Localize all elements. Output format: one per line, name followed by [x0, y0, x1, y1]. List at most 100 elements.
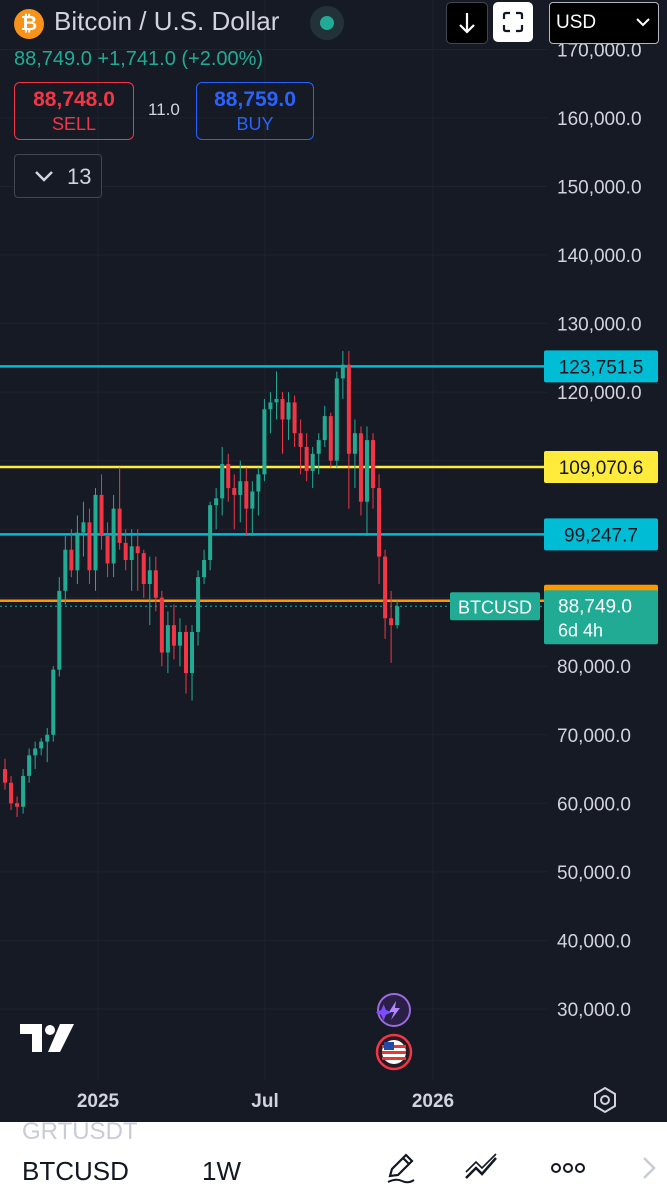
symbol-tag: BTCUSD: [458, 597, 532, 617]
candle-body: [153, 570, 158, 598]
candle-body: [371, 440, 376, 489]
candle-body: [358, 433, 363, 502]
candle-body: [63, 549, 68, 591]
candle-body: [292, 402, 297, 434]
x-tick-label: 2025: [77, 1091, 120, 1112]
y-tick-label: 120,000.0: [557, 383, 642, 404]
sell-label: SELL: [51, 114, 97, 134]
candle-body: [9, 782, 14, 804]
y-tick-label: 70,000.0: [557, 726, 631, 747]
candle-body: [165, 625, 170, 653]
y-tick-label: 160,000.0: [557, 109, 642, 130]
us-flag-icon[interactable]: [375, 1033, 413, 1071]
level-label: 109,070.6: [559, 458, 644, 479]
candle-body: [21, 775, 26, 807]
candle-body: [33, 748, 38, 756]
buy-button[interactable]: 88,759.0 BUY: [196, 82, 314, 140]
y-tick-label: 170,000.0: [557, 40, 642, 61]
candle-body: [389, 618, 394, 626]
candle-body: [322, 416, 327, 441]
x-tick-label: Jul: [251, 1091, 278, 1112]
market-status-icon[interactable]: [310, 6, 344, 40]
chevron-right-icon[interactable]: [640, 1150, 660, 1186]
candle-body: [298, 433, 303, 447]
pencil-icon[interactable]: [382, 1150, 418, 1186]
level-label-bg: [544, 518, 658, 551]
candle-body: [171, 625, 176, 646]
candle-body: [196, 577, 201, 632]
candle-body: [147, 570, 152, 585]
candle-body: [383, 556, 388, 619]
candle-body: [15, 803, 20, 807]
candle-body: [346, 364, 351, 454]
buy-price: 88,759.0: [214, 88, 296, 111]
more-dots-icon[interactable]: [548, 1150, 588, 1186]
candle-body: [135, 546, 140, 554]
candle-body: [304, 446, 309, 471]
candle-body: [183, 631, 188, 674]
bottom-toolbar: GRTUSDT BTCUSD 1W: [0, 1118, 667, 1200]
fullscreen-icon: [502, 11, 524, 33]
candle-body: [129, 546, 134, 561]
y-tick-label: 130,000.0: [557, 315, 642, 336]
indicators-count: 13: [67, 164, 92, 189]
timeframe-button[interactable]: 1W: [202, 1156, 241, 1186]
bitcoin-logo-icon: ₿: [14, 9, 44, 39]
candle-body: [238, 481, 243, 495]
sparkle-lightning-icon[interactable]: [375, 993, 411, 1027]
candle-body: [57, 590, 62, 670]
trend-line-icon[interactable]: [462, 1150, 502, 1186]
gear-icon[interactable]: [594, 1086, 616, 1114]
candle-body: [395, 606, 400, 626]
candles: [3, 351, 400, 818]
level-label-bg: [544, 350, 658, 383]
candle-body: [364, 440, 369, 502]
candle-body: [340, 364, 345, 379]
candle-body: [250, 491, 255, 509]
fullscreen-button[interactable]: [493, 2, 533, 42]
candle-body: [51, 669, 56, 735]
y-tick-label: 60,000.0: [557, 794, 631, 815]
candle-body: [141, 553, 146, 585]
currency-select[interactable]: USD: [549, 2, 659, 44]
price-chart[interactable]: 170,000.0 160,000.0 150,000.0 140,000.0 130,…: [0, 0, 667, 1122]
y-tick-label: 30,000.0: [557, 1000, 631, 1021]
price-labels: 123,751.5109,070.699,247.789,557.9BTCUSD…: [450, 350, 658, 645]
candle-body: [286, 402, 291, 420]
chevron-down-icon: [636, 18, 650, 27]
candle-body: [208, 505, 213, 561]
candle-body: [99, 494, 104, 537]
sell-price: 88,748.0: [33, 88, 115, 111]
candle-body: [105, 536, 110, 564]
current-price-label: 88,749.0: [558, 596, 632, 617]
indicators-toggle[interactable]: 13: [14, 154, 102, 198]
candle-body: [244, 481, 249, 509]
candle-body: [334, 378, 339, 461]
candle-body: [214, 498, 219, 506]
bar-countdown: 6d 4h: [558, 620, 603, 640]
sell-button[interactable]: 88,748.0 SELL: [14, 82, 134, 140]
arrow-down-icon: [459, 13, 475, 34]
candle-body: [81, 522, 86, 533]
spread-value: 11.0: [148, 100, 180, 119]
scroll-down-button[interactable]: [446, 2, 488, 44]
candle-body: [202, 560, 207, 578]
y-tick-label: 50,000.0: [557, 863, 631, 884]
candle-body: [226, 464, 231, 489]
y-tick-label: 80,000.0: [557, 657, 631, 678]
candle-body: [280, 398, 285, 420]
candle-body: [256, 474, 261, 492]
symbol-title[interactable]: Bitcoin / U.S. Dollar: [54, 6, 280, 36]
candle-body: [117, 508, 122, 543]
symbol-tag-bg: [450, 592, 540, 621]
tradingview-logo-icon: [20, 1024, 74, 1052]
candle-body: [177, 631, 182, 646]
candle-body: [111, 508, 116, 564]
x-tick-label: 2026: [412, 1091, 454, 1112]
symbol-button[interactable]: BTCUSD: [22, 1156, 129, 1186]
candle-body: [232, 488, 237, 495]
candle-body: [27, 755, 32, 776]
level-label: 123,751.5: [559, 357, 644, 378]
currency-value: USD: [556, 12, 597, 33]
time-axis: 2025 Jul 2026: [77, 1091, 454, 1112]
